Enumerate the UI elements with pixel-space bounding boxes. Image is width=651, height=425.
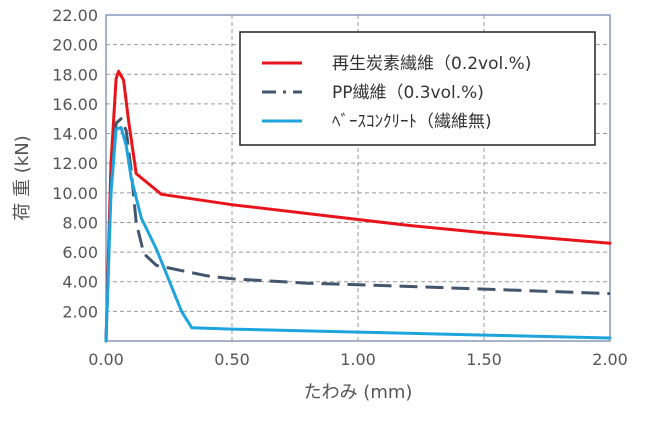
x-tick-label: 1.00: [340, 350, 376, 369]
y-tick-label: 16.00: [52, 95, 98, 114]
y-tick-label: 14.00: [52, 125, 98, 144]
x-tick-label: 0.50: [214, 350, 250, 369]
legend-label-pp-fiber: PP繊維（0.3vol.%): [332, 83, 484, 103]
series-line-pp-fiber: [104, 117, 611, 342]
y-tick-label: 20.00: [52, 36, 98, 55]
series-line-recycled-carbon: [104, 69, 612, 343]
x-tick-label: 0.00: [88, 350, 124, 369]
legend-label-recycled-carbon: 再生炭素繊維（0.2vol.%): [332, 54, 531, 74]
y-tick-label: 10.00: [52, 184, 98, 203]
y-tick-label: 12.00: [52, 154, 98, 173]
y-tick-label: 22.00: [52, 6, 98, 25]
legend: 再生炭素繊維（0.2vol.%) PP繊維（0.3vol.%) ﾍﾞｰｽｺﾝｸﾘ…: [239, 31, 596, 146]
series-layer: [104, 69, 612, 343]
tick-layer: 2.00 4.00 6.00 8.00 10.00 12.00 14.00 16.00 18.0…: [52, 6, 628, 369]
series-line-base-concrete: [104, 126, 612, 343]
y-tick-label: 6.00: [62, 243, 98, 262]
y-tick-label: 4.00: [62, 273, 98, 292]
x-axis-title: たわみ (mm): [304, 382, 413, 403]
y-tick-label: 2.00: [62, 302, 98, 321]
legend-label-base-concrete: ﾍﾞｰｽｺﾝｸﾘｰﾄ（繊維無): [332, 112, 492, 132]
y-tick-label: 8.00: [62, 213, 98, 232]
legend-box: [239, 31, 596, 146]
x-tick-label: 1.50: [466, 350, 502, 369]
x-tick-label: 2.00: [592, 350, 628, 369]
y-axis-title: 荷 重 (kN): [12, 135, 33, 220]
y-tick-label: 18.00: [52, 65, 98, 84]
